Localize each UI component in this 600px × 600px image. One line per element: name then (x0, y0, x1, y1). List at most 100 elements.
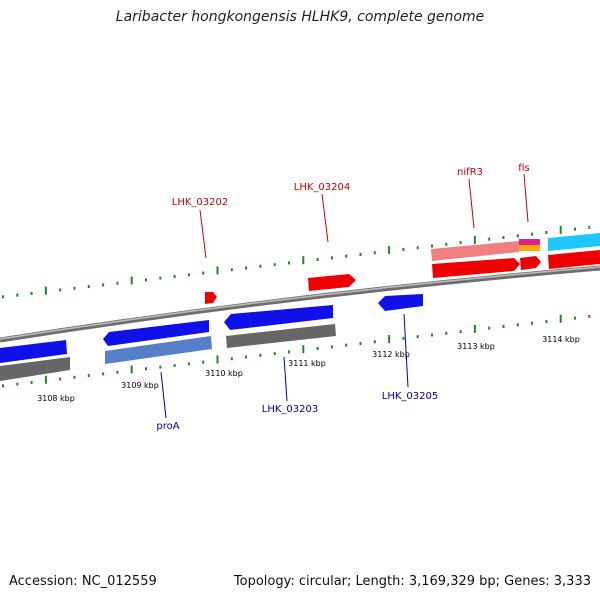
page-title: Laribacter hongkongensis HLHK9, complete… (115, 9, 485, 25)
scale-label-3111: 3111 kbp (288, 359, 326, 368)
upper-track-dot (159, 276, 162, 280)
scale-label-3109: 3109 kbp (121, 381, 159, 390)
lower-track-dot (245, 355, 248, 359)
gene-arrow-next-red[interactable] (548, 250, 600, 269)
lower-track-dot (116, 370, 119, 374)
upper-track-dot (259, 264, 262, 268)
upper-track-major-tick (302, 256, 305, 265)
gene-arrow-fis-cds[interactable] (520, 256, 541, 270)
lower-track-major-tick (130, 365, 133, 374)
upper-track-dot (245, 266, 248, 270)
lower-track-dot (73, 375, 76, 379)
lower-track-dot (502, 325, 505, 328)
scale-label-3114: 3114 kbp (542, 335, 580, 344)
scale-label-3110: 3110 kbp (205, 369, 243, 378)
track-dots (2, 225, 591, 388)
lower-track-dot (187, 362, 190, 366)
lower-track-dot (173, 364, 176, 367)
label-connectors (160, 173, 529, 419)
upper-track-dot (116, 281, 119, 285)
lower-track-dot (459, 330, 462, 334)
upper-track-dot (488, 237, 491, 241)
lower-track-dot (2, 384, 4, 388)
upper-track-dot (187, 273, 190, 277)
gene-bar-next-cyan (548, 233, 600, 251)
lower-track-dot (273, 352, 276, 356)
upper-track-dot (59, 288, 62, 292)
lower-track-dot (431, 333, 433, 337)
lower-track-major-tick (302, 345, 305, 354)
gene-arrow-proa[interactable] (103, 320, 209, 346)
scale-label-3113: 3113 kbp (457, 342, 495, 351)
lower-track-major-tick (559, 314, 562, 323)
lower-track-dot (87, 374, 90, 378)
upper-track-dot (173, 275, 176, 278)
upper-track-major-tick (130, 276, 133, 285)
gene-arrow-lhk-03203[interactable] (224, 305, 333, 330)
gene-arrow-lhk-03205[interactable] (378, 294, 423, 311)
upper-track-dot (16, 293, 19, 297)
lower-track-dot (59, 377, 62, 381)
upper-track-dot (431, 244, 433, 248)
gene-arrow-lhk-03202[interactable] (205, 292, 217, 304)
upper-track-dot (359, 253, 362, 256)
gene-label-proa[interactable]: proA (156, 421, 179, 432)
upper-track-dot (373, 251, 376, 255)
upper-track-dot (459, 241, 462, 245)
gene-label-fis[interactable]: fis (518, 163, 530, 174)
upper-track-dot (30, 291, 33, 295)
upper-track-dot (588, 225, 591, 229)
upper-track-dot (87, 285, 90, 289)
forward-genes (205, 233, 600, 304)
upper-track-dot (402, 247, 405, 251)
lower-track-dot (373, 340, 376, 344)
upper-track-dot (273, 263, 276, 267)
upper-track-dot (316, 258, 319, 261)
gene-bar-lhk-03203 (226, 324, 336, 348)
lower-track-dot (30, 380, 33, 384)
gene-label-lhk-03202[interactable]: LHK_03202 (172, 197, 228, 208)
gene-bar-left-edge-gray (0, 357, 70, 381)
gene-label-lhk-03205[interactable]: LHK_03205 (382, 391, 438, 402)
lower-track-dot (416, 335, 419, 339)
upper-track-dot (531, 232, 534, 236)
upper-track-dot (330, 256, 333, 260)
gene-label-lhk-03203[interactable]: LHK_03203 (262, 404, 318, 415)
gene-label-lhk-03204[interactable]: LHK_03204 (294, 182, 350, 193)
scale-label-3108: 3108 kbp (37, 394, 75, 403)
genome-summary: Topology: circular; Length: 3,169,329 bp… (233, 574, 591, 589)
lower-track-major-tick (44, 375, 47, 384)
upper-track-dot (574, 227, 576, 231)
gene-arrow-left-edge[interactable] (0, 340, 67, 363)
gene-arrow-lhk-03204[interactable] (308, 274, 356, 291)
upper-track-dot (516, 234, 519, 238)
lower-track-dot (316, 347, 319, 350)
upper-track-dot (545, 231, 548, 234)
lower-track-dot (16, 382, 19, 386)
lower-track-dot (145, 367, 147, 371)
accession-label: Accession: NC_012559 (9, 574, 157, 589)
lower-track-dot (488, 326, 491, 330)
lower-track-dot (402, 336, 405, 340)
upper-track-dot (345, 254, 348, 258)
upper-track-dot (230, 268, 233, 272)
upper-track-dot (416, 246, 419, 250)
lower-track-dot (531, 321, 534, 325)
upper-track-major-tick (44, 286, 47, 295)
lower-track-dot (288, 350, 290, 354)
lower-track-dot (588, 314, 591, 318)
lower-track-dot (202, 360, 205, 364)
gene-arrow-nifr3-cds[interactable] (432, 258, 520, 278)
lower-track-dot (230, 357, 233, 361)
lower-track-dot (159, 365, 162, 369)
upper-track-dot (502, 236, 505, 239)
lower-track-dot (102, 372, 105, 376)
upper-track-dot (145, 278, 147, 282)
upper-track-dot (2, 295, 4, 299)
lower-track-major-tick (473, 324, 476, 333)
gene-bar-nifr3 (431, 241, 519, 261)
upper-track-major-tick (216, 266, 219, 275)
gene-label-nifr3[interactable]: nifR3 (457, 167, 483, 178)
upper-track-dot (445, 242, 448, 246)
